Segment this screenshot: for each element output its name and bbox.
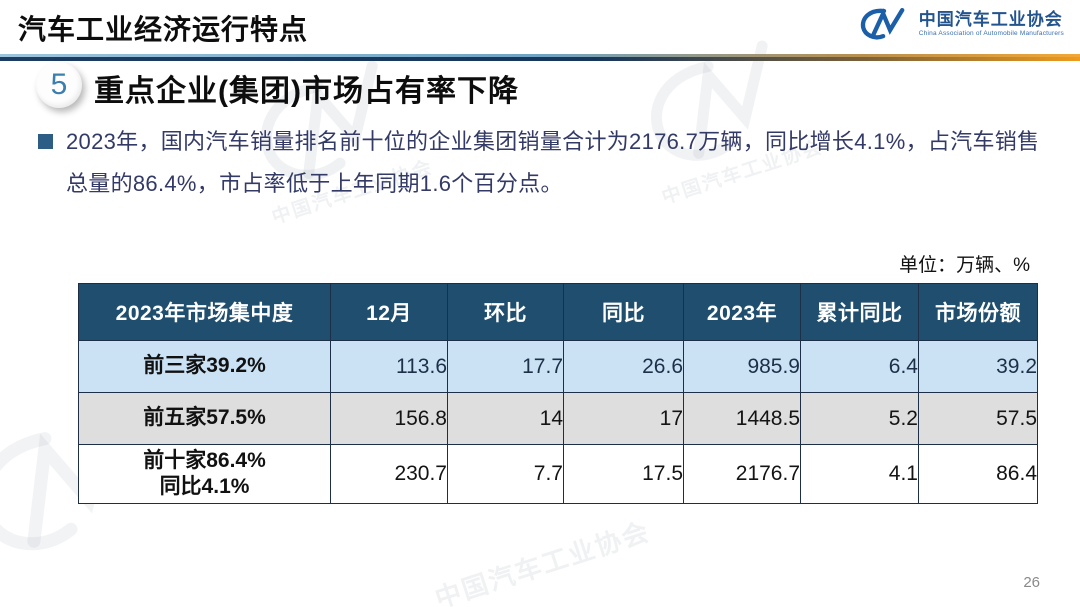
table-header-cell: 市场份额	[918, 283, 1038, 341]
watermark-text: 中国汽车工业协会	[431, 516, 654, 607]
row-label-line2: 同比4.1%	[159, 475, 250, 498]
divider-top-line	[0, 54, 1080, 57]
table-cell: 6.4	[800, 340, 919, 393]
table-header-row: 2023年市场集中度 12月 环比 同比 2023年 累计同比 市场份额	[78, 283, 1038, 341]
logo-en-name: China Association of Automobile Manufact…	[918, 30, 1064, 38]
table-cell: 4.1	[800, 444, 919, 504]
row-label: 前十家86.4%	[143, 448, 266, 472]
market-concentration-table: 2023年市场集中度 12月 环比 同比 2023年 累计同比 市场份额 前三家…	[78, 283, 1038, 504]
logo-cn-name: 中国汽车工业协会	[918, 10, 1063, 30]
bullet-square-icon	[38, 134, 53, 149]
row-label: 前三家39.2%	[143, 354, 266, 378]
caam-logo-icon	[860, 7, 905, 40]
table-header-cell: 12月	[330, 283, 448, 341]
table-row: 前五家57.5% 156.8 14 17 1448.5 5.2 57.5	[78, 392, 1038, 445]
table-header-cell: 环比	[447, 283, 564, 341]
table-cell: 2176.7	[683, 444, 801, 504]
table-cell: 26.6	[563, 340, 684, 393]
table-cell: 39.2	[918, 340, 1038, 393]
table-cell: 7.7	[447, 444, 564, 504]
table-cell: 985.9	[683, 340, 801, 393]
caam-watermark-icon: 中国汽车工业协会	[430, 511, 654, 607]
table-cell: 113.6	[330, 340, 448, 393]
table-cell: 86.4	[918, 444, 1038, 504]
unit-label: 单位：万辆、%	[899, 255, 1030, 276]
table-cell: 1448.5	[683, 392, 801, 445]
row-label-cell: 前五家57.5%	[78, 392, 331, 445]
table-cell: 156.8	[330, 392, 448, 445]
table-header-cell: 2023年	[683, 283, 801, 341]
table-cell: 230.7	[330, 444, 448, 504]
page-number: 26	[1023, 574, 1040, 591]
row-label-cell: 前三家39.2%	[78, 340, 331, 393]
caam-logo-text: 中国汽车工业协会 China Association of Automobile…	[919, 10, 1064, 37]
table-cell: 5.2	[800, 392, 919, 445]
table-header-cell: 累计同比	[800, 283, 919, 341]
table-cell: 17	[563, 392, 684, 445]
caam-logo: 中国汽车工业协会 China Association of Automobile…	[858, 6, 1064, 42]
section-number-badge: 5	[36, 62, 82, 108]
header-divider	[0, 54, 1080, 61]
divider-bottom-line	[0, 57, 1080, 61]
bullet-block: 2023年，国内汽车销量排名前十位的企业集团销量合计为2176.7万辆，同比增长…	[38, 121, 1046, 205]
row-label-cell: 前十家86.4% 同比4.1%	[78, 444, 331, 504]
table-header-cell: 2023年市场集中度	[78, 283, 331, 341]
page-title: 汽车工业经济运行特点	[18, 14, 309, 45]
section-heading: 重点企业(集团)市场占有率下降	[94, 75, 519, 108]
table-cell: 17.7	[447, 340, 564, 393]
bullet-text: 2023年，国内汽车销量排名前十位的企业集团销量合计为2176.7万辆，同比增长…	[66, 129, 1040, 196]
table-cell: 57.5	[918, 392, 1038, 445]
table-row: 前三家39.2% 113.6 17.7 26.6 985.9 6.4 39.2	[78, 340, 1038, 393]
row-label: 前五家57.5%	[143, 406, 266, 430]
table-header-cell: 同比	[563, 283, 684, 341]
table-row: 前十家86.4% 同比4.1% 230.7 7.7 17.5 2176.7 4.…	[78, 444, 1038, 504]
table-cell: 17.5	[563, 444, 684, 504]
table-cell: 14	[447, 392, 564, 445]
